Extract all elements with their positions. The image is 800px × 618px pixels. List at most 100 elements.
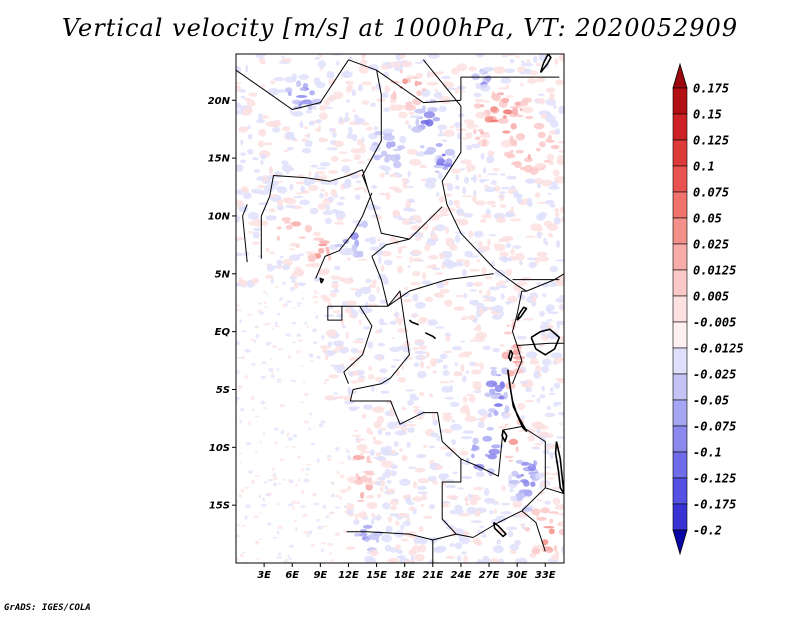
downward-velocity-speckle bbox=[445, 260, 456, 269]
downward-velocity-speckle bbox=[471, 143, 481, 149]
upward-velocity-speckle bbox=[486, 307, 493, 310]
upward-velocity-speckle bbox=[276, 226, 282, 230]
upward-velocity-speckle bbox=[497, 280, 507, 286]
downward-velocity-speckle bbox=[486, 155, 495, 164]
upward-velocity-speckle bbox=[401, 455, 408, 461]
upward-velocity-speckle bbox=[537, 131, 546, 139]
downward-velocity-speckle bbox=[498, 285, 508, 289]
upward-velocity-speckle bbox=[293, 307, 297, 309]
downward-velocity-speckle bbox=[332, 340, 345, 347]
upward-velocity-speckle bbox=[379, 173, 386, 178]
upward-velocity-speckle bbox=[546, 153, 555, 161]
upward-velocity-speckle bbox=[343, 530, 348, 533]
downward-velocity-speckle bbox=[432, 419, 439, 426]
downward-velocity-speckle bbox=[531, 394, 536, 398]
lake-outline bbox=[554, 441, 564, 495]
downward-velocity-speckle bbox=[494, 403, 503, 407]
upward-velocity-speckle bbox=[517, 66, 526, 74]
upward-velocity-speckle bbox=[358, 319, 362, 325]
country-border bbox=[441, 458, 474, 538]
lat-tick-label: 5N bbox=[215, 269, 231, 280]
downward-velocity-speckle bbox=[244, 515, 248, 520]
downward-velocity-speckle bbox=[276, 367, 280, 372]
downward-velocity-speckle bbox=[292, 434, 298, 438]
upward-velocity-speckle bbox=[529, 70, 539, 76]
downward-velocity-speckle bbox=[470, 520, 483, 524]
lake-outline bbox=[424, 332, 437, 340]
upward-velocity-speckle bbox=[442, 428, 453, 434]
downward-velocity-speckle bbox=[352, 219, 364, 224]
upward-velocity-speckle bbox=[336, 494, 340, 498]
upward-velocity-speckle bbox=[508, 459, 514, 462]
upward-velocity-speckle bbox=[543, 220, 553, 227]
country-border bbox=[236, 59, 349, 110]
upward-velocity-speckle bbox=[357, 160, 365, 164]
upward-velocity-speckle bbox=[360, 451, 370, 453]
upward-velocity-speckle bbox=[478, 289, 483, 295]
country-border bbox=[517, 342, 564, 346]
downward-velocity-speckle bbox=[322, 210, 334, 216]
upward-velocity-speckle bbox=[412, 406, 420, 409]
upward-velocity-speckle bbox=[499, 237, 511, 243]
downward-velocity-speckle bbox=[339, 196, 345, 200]
downward-velocity-speckle bbox=[459, 168, 466, 171]
colorbar-segment bbox=[672, 217, 688, 245]
upward-velocity-speckle bbox=[498, 214, 502, 222]
upward-velocity-speckle bbox=[531, 548, 541, 555]
upward-velocity-speckle bbox=[487, 238, 491, 247]
downward-velocity-speckle bbox=[449, 543, 456, 547]
downward-velocity-speckle bbox=[541, 365, 550, 373]
downward-velocity-speckle bbox=[313, 276, 322, 282]
downward-velocity-speckle bbox=[267, 478, 274, 482]
downward-velocity-speckle bbox=[260, 154, 267, 160]
upward-velocity-speckle bbox=[258, 57, 266, 64]
downward-velocity-speckle bbox=[531, 473, 536, 481]
downward-velocity-speckle bbox=[245, 64, 249, 73]
downward-velocity-speckle bbox=[264, 480, 268, 484]
downward-velocity-speckle bbox=[265, 292, 269, 295]
colorbar-segment bbox=[672, 347, 688, 375]
upward-velocity-speckle bbox=[418, 344, 428, 351]
downward-velocity-speckle bbox=[469, 299, 476, 305]
downward-velocity-speckle bbox=[505, 526, 518, 531]
upward-velocity-speckle bbox=[438, 195, 445, 204]
downward-velocity-speckle bbox=[291, 279, 296, 284]
downward-velocity-speckle bbox=[452, 261, 464, 267]
downward-velocity-speckle bbox=[261, 503, 267, 508]
upward-velocity-speckle bbox=[443, 350, 453, 354]
downward-velocity-speckle bbox=[299, 199, 311, 206]
downward-velocity-speckle bbox=[466, 506, 477, 515]
downward-velocity-speckle bbox=[499, 191, 507, 195]
downward-velocity-speckle bbox=[288, 91, 292, 97]
upward-velocity-speckle bbox=[439, 252, 445, 260]
upward-velocity-speckle bbox=[408, 111, 415, 115]
downward-velocity-speckle bbox=[539, 394, 546, 399]
downward-velocity-speckle bbox=[490, 369, 497, 377]
downward-velocity-speckle bbox=[384, 156, 390, 163]
upward-velocity-speckle bbox=[426, 265, 432, 269]
downward-velocity-speckle bbox=[296, 333, 301, 337]
downward-velocity-speckle bbox=[241, 330, 247, 333]
downward-velocity-speckle bbox=[380, 322, 389, 325]
downward-velocity-speckle bbox=[400, 524, 405, 531]
country-border bbox=[371, 256, 494, 307]
downward-velocity-speckle bbox=[323, 314, 335, 317]
upward-velocity-speckle bbox=[301, 138, 308, 143]
upward-velocity-speckle bbox=[330, 155, 339, 162]
downward-velocity-speckle bbox=[485, 208, 491, 216]
upward-velocity-speckle bbox=[243, 106, 253, 115]
downward-velocity-speckle bbox=[492, 347, 500, 353]
downward-velocity-speckle bbox=[237, 370, 240, 375]
upward-velocity-speckle bbox=[305, 473, 308, 476]
downward-velocity-speckle bbox=[500, 173, 506, 176]
downward-velocity-speckle bbox=[386, 479, 392, 484]
upward-velocity-speckle bbox=[271, 345, 277, 349]
upward-velocity-speckle bbox=[426, 81, 439, 86]
downward-velocity-speckle bbox=[482, 67, 494, 72]
downward-velocity-speckle bbox=[260, 375, 266, 380]
downward-velocity-speckle bbox=[415, 220, 423, 223]
upward-velocity-speckle bbox=[357, 438, 361, 443]
downward-velocity-speckle bbox=[380, 150, 388, 157]
upward-velocity-speckle bbox=[322, 272, 327, 275]
upward-velocity-speckle bbox=[251, 408, 255, 411]
